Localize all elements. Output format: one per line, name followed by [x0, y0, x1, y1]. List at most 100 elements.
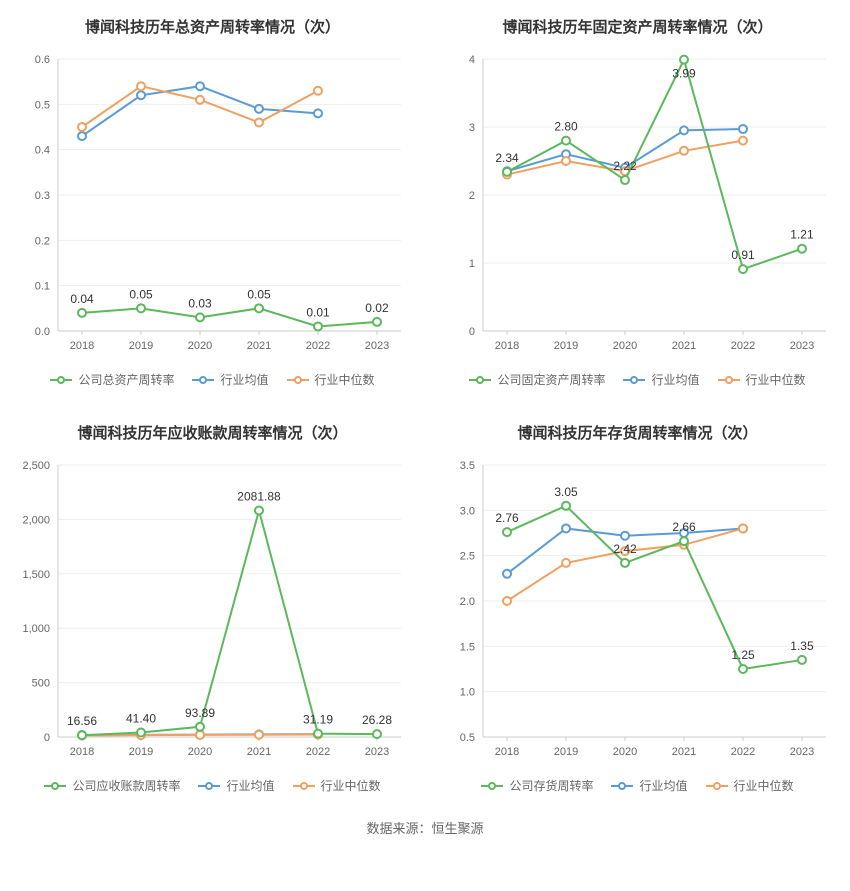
point-label: 2.22 — [613, 159, 637, 173]
x-tick-label: 2021 — [672, 746, 696, 758]
point-label: 0.01 — [306, 305, 330, 319]
point-label: 3.99 — [672, 67, 696, 81]
point-label: 1.25 — [731, 648, 755, 662]
chart-panel-receivables-turnover: 博闻科技历年应收账款周转率情况（次） 05001,0001,5002,0002,… — [0, 406, 425, 812]
series-marker-mean — [314, 109, 322, 117]
series-marker-median — [562, 559, 570, 567]
series-marker-company — [680, 537, 688, 545]
point-label: 93.89 — [185, 706, 215, 720]
series-marker-mean — [503, 570, 511, 578]
series-marker-median — [196, 731, 204, 739]
series-marker-company — [373, 730, 381, 738]
x-tick-label: 2019 — [554, 746, 578, 758]
legend-company: 公司存货周转率 — [481, 777, 593, 794]
point-label: 0.03 — [188, 296, 212, 310]
legend-median: 行业中位数 — [718, 371, 806, 388]
chart-plot-area: 012342018201920202021202220232.342.802.2… — [435, 49, 840, 359]
series-marker-company — [196, 313, 204, 321]
legend-swatch — [198, 780, 220, 792]
y-tick-label: 1,000 — [22, 623, 50, 635]
x-tick-label: 2020 — [188, 746, 212, 758]
series-marker-company — [196, 723, 204, 731]
point-label: 2.34 — [495, 151, 519, 165]
legend-label: 公司总资产周转率 — [78, 371, 174, 388]
series-marker-median — [196, 96, 204, 104]
chart-title: 博闻科技历年存货周转率情况（次） — [435, 422, 840, 443]
x-tick-label: 2019 — [129, 340, 153, 352]
point-label: 2.66 — [672, 520, 696, 534]
point-label: 0.02 — [365, 301, 389, 315]
x-tick-label: 2023 — [365, 340, 389, 352]
x-tick-label: 2018 — [70, 746, 94, 758]
y-tick-label: 500 — [32, 678, 50, 690]
series-marker-mean — [739, 125, 747, 133]
y-tick-label: 0 — [44, 732, 50, 744]
x-tick-label: 2023 — [790, 340, 814, 352]
data-source-label: 数据来源：恒生聚源 — [0, 812, 850, 851]
legend-label: 公司应收账款周转率 — [72, 777, 180, 794]
legend-label: 行业均值 — [226, 777, 274, 794]
x-tick-label: 2020 — [613, 746, 637, 758]
legend-label: 行业中位数 — [315, 371, 375, 388]
series-marker-mean — [78, 132, 86, 140]
x-tick-label: 2018 — [495, 340, 519, 352]
y-tick-label: 1,500 — [22, 569, 50, 581]
y-tick-label: 0.2 — [35, 235, 50, 247]
chart-title: 博闻科技历年应收账款周转率情况（次） — [10, 422, 415, 443]
legend-label: 公司存货周转率 — [509, 777, 593, 794]
point-label: 2.42 — [613, 542, 637, 556]
legend-swatch — [293, 780, 315, 792]
legend-label: 行业均值 — [639, 777, 687, 794]
x-tick-label: 2020 — [188, 340, 212, 352]
series-marker-company — [739, 265, 747, 273]
y-tick-label: 2.0 — [460, 596, 475, 608]
series-line-median — [82, 86, 318, 127]
series-marker-median — [314, 87, 322, 95]
chart-plot-area: 05001,0001,5002,0002,5002018201920202021… — [10, 455, 415, 765]
chart-legend: 公司存货周转率 行业均值 行业中位数 — [435, 765, 840, 812]
y-tick-label: 1 — [469, 258, 475, 270]
x-tick-label: 2021 — [247, 340, 271, 352]
point-label: 3.05 — [554, 485, 578, 499]
series-marker-median — [562, 157, 570, 165]
legend-label: 行业均值 — [651, 371, 699, 388]
x-tick-label: 2021 — [672, 340, 696, 352]
chart-panel-inventory-turnover: 博闻科技历年存货周转率情况（次） 0.51.01.52.02.53.03.520… — [425, 406, 850, 812]
chart-svg: 0.51.01.52.02.53.03.52018201920202021202… — [435, 455, 840, 765]
y-tick-label: 0.6 — [35, 54, 50, 66]
legend-label: 公司固定资产周转率 — [497, 371, 605, 388]
legend-swatch — [287, 374, 309, 386]
series-line-company — [82, 308, 377, 326]
point-label: 0.04 — [70, 292, 94, 306]
legend-swatch — [623, 374, 645, 386]
series-marker-company — [739, 665, 747, 673]
legend-mean: 行业均值 — [198, 777, 274, 794]
chart-legend: 公司应收账款周转率 行业均值 行业中位数 — [10, 765, 415, 812]
x-tick-label: 2022 — [306, 746, 330, 758]
series-marker-company — [137, 304, 145, 312]
chart-title: 博闻科技历年总资产周转率情况（次） — [10, 16, 415, 37]
chart-svg: 012342018201920202021202220232.342.802.2… — [435, 49, 840, 359]
series-marker-company — [562, 137, 570, 145]
chart-legend: 公司固定资产周转率 行业均值 行业中位数 — [435, 359, 840, 406]
x-tick-label: 2022 — [731, 340, 755, 352]
series-marker-mean — [562, 524, 570, 532]
legend-company: 公司固定资产周转率 — [469, 371, 605, 388]
y-tick-label: 2,500 — [22, 460, 50, 472]
y-tick-label: 0.4 — [35, 145, 50, 157]
x-tick-label: 2022 — [306, 340, 330, 352]
point-label: 2081.88 — [237, 489, 281, 503]
legend-company: 公司总资产周转率 — [50, 371, 174, 388]
series-marker-mean — [196, 82, 204, 90]
point-label: 1.35 — [790, 639, 814, 653]
point-label: 16.56 — [67, 714, 97, 728]
series-marker-company — [562, 502, 570, 510]
series-marker-median — [680, 147, 688, 155]
point-label: 0.05 — [129, 287, 153, 301]
series-marker-median — [255, 118, 263, 126]
y-tick-label: 1.5 — [460, 641, 475, 653]
x-tick-label: 2023 — [365, 746, 389, 758]
point-label: 1.21 — [790, 228, 814, 242]
legend-swatch — [192, 374, 214, 386]
series-marker-mean — [621, 532, 629, 540]
